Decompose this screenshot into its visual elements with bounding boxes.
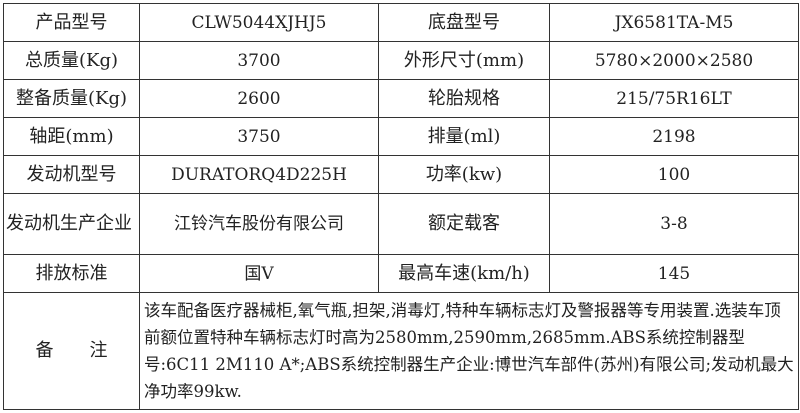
spec-label: 发动机型号 xyxy=(3,155,140,194)
spec-label: 最高车速(km/h) xyxy=(378,254,550,293)
spec-label: 额定载客 xyxy=(378,193,550,255)
spec-label: 轴距(mm) xyxy=(3,117,140,156)
spec-value: CLW5044XJHJ5 xyxy=(139,3,379,42)
remarks-row: 备 注 该车配备医疗器械柜,氧气瓶,担架,消毒灯,特种车辆标志灯及警报器等专用装… xyxy=(3,292,799,410)
spec-value: JX6581TA-M5 xyxy=(549,3,799,42)
spec-row: 轴距(mm) 3750 排量(ml) 2198 xyxy=(3,117,799,156)
vehicle-spec-table: 产品型号 CLW5044XJHJ5 底盘型号 JX6581TA-M5 总质量(Kg) 3… xyxy=(3,3,799,410)
spec-label: 产品型号 xyxy=(3,3,140,42)
spec-value: 215/75R16LT xyxy=(549,79,799,118)
spec-label: 底盘型号 xyxy=(378,3,550,42)
spec-value: 3750 xyxy=(139,117,379,156)
spec-label: 发动机生产企业 xyxy=(3,193,140,255)
spec-row: 产品型号 CLW5044XJHJ5 底盘型号 JX6581TA-M5 xyxy=(3,3,799,42)
spec-value: 3-8 xyxy=(549,193,799,255)
spec-label: 功率(kw) xyxy=(378,155,550,194)
spec-value: 2600 xyxy=(139,79,379,118)
spec-value: DURATORQ4D225H xyxy=(139,155,379,194)
spec-row: 发动机型号 DURATORQ4D225H 功率(kw) 100 xyxy=(3,155,799,194)
spec-value: 5780×2000×2580 xyxy=(549,41,799,80)
spec-label: 轮胎规格 xyxy=(378,79,550,118)
spec-value: 国Ⅴ xyxy=(139,254,379,293)
remarks-text: 该车配备医疗器械柜,氧气瓶,担架,消毒灯,特种车辆标志灯及警报器等专用装置.选装… xyxy=(139,292,799,410)
spec-label: 总质量(Kg) xyxy=(3,41,140,80)
spec-label: 排量(ml) xyxy=(378,117,550,156)
spec-label: 整备质量(Kg) xyxy=(3,79,140,118)
spec-value: 2198 xyxy=(549,117,799,156)
spec-value: 100 xyxy=(549,155,799,194)
spec-row: 整备质量(Kg) 2600 轮胎规格 215/75R16LT xyxy=(3,79,799,118)
spec-value: 江铃汽车股份有限公司 xyxy=(139,193,379,255)
spec-label: 外形尺寸(mm) xyxy=(378,41,550,80)
spec-value: 3700 xyxy=(139,41,379,80)
spec-value: 145 xyxy=(549,254,799,293)
spec-row: 排放标准 国Ⅴ 最高车速(km/h) 145 xyxy=(3,254,799,293)
spec-row: 总质量(Kg) 3700 外形尺寸(mm) 5780×2000×2580 xyxy=(3,41,799,80)
remarks-label: 备 注 xyxy=(3,292,140,410)
spec-row: 发动机生产企业 江铃汽车股份有限公司 额定载客 3-8 xyxy=(3,193,799,255)
spec-label: 排放标准 xyxy=(3,254,140,293)
